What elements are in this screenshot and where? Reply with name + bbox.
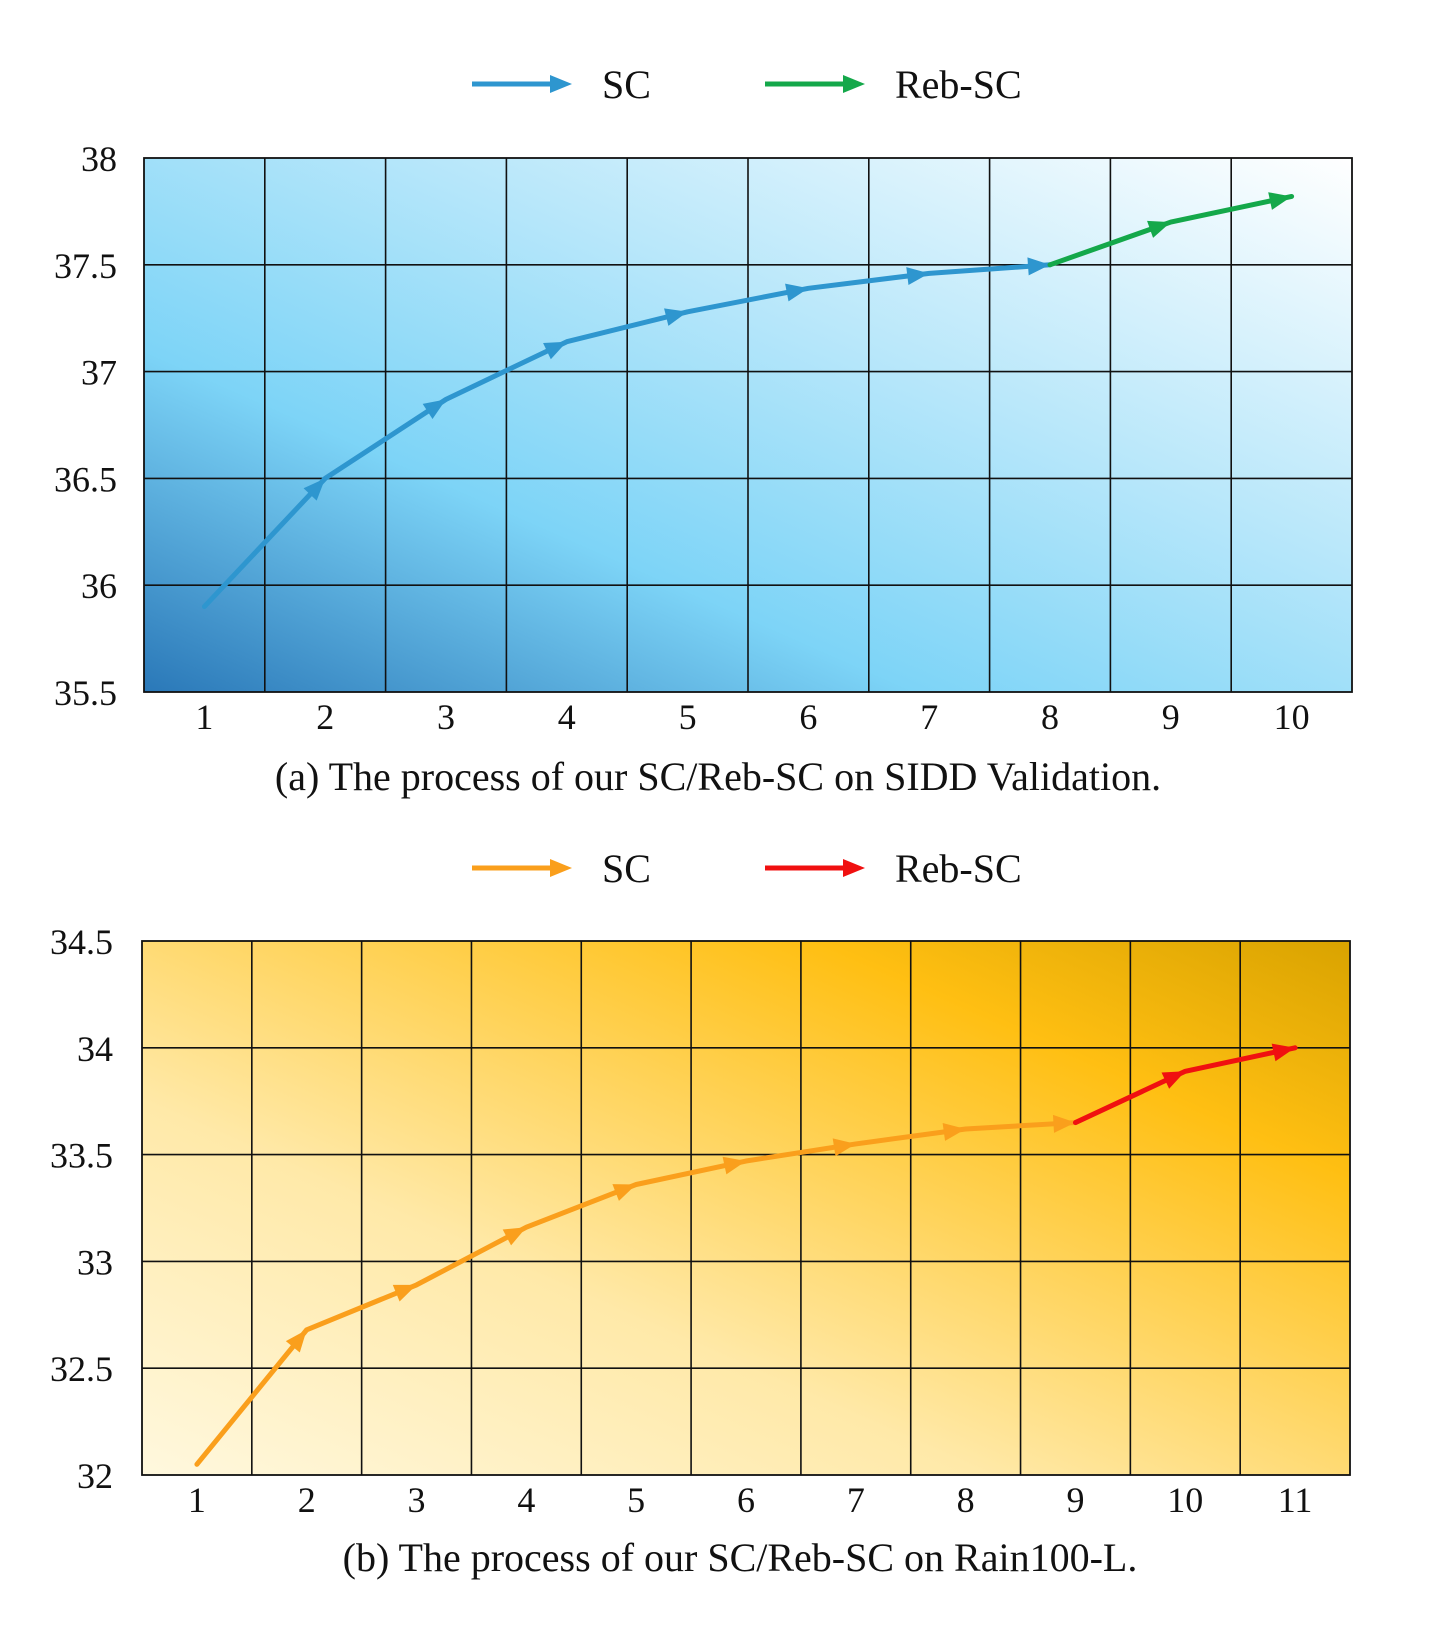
x-tick-label: 7 xyxy=(847,1480,865,1520)
legend-label-sc: SC xyxy=(602,62,651,107)
plot-border-a xyxy=(143,157,1353,693)
legend-arrow-icon xyxy=(843,859,865,877)
legend-arrow-icon xyxy=(550,75,572,93)
data-point-arrow xyxy=(543,341,567,360)
data-point-arrow xyxy=(664,308,688,326)
data-point-arrow xyxy=(502,1227,527,1246)
caption-a: (a) The process of our SC/Reb-SC on SIDD… xyxy=(275,754,1161,799)
legend-label-sc: SC xyxy=(602,846,651,891)
y-tick-label: 32.5 xyxy=(50,1349,113,1389)
legend-arrow-icon xyxy=(843,75,865,93)
legend-label-reb-sc: Reb-SC xyxy=(895,62,1022,107)
x-tick-label: 4 xyxy=(517,1480,535,1520)
x-tick-label: 11 xyxy=(1278,1480,1313,1520)
data-point-arrow xyxy=(303,478,326,501)
plot-area-b xyxy=(142,941,1350,1475)
data-point-arrow xyxy=(942,1123,966,1141)
x-tick-label: 6 xyxy=(799,697,817,737)
y-tick-label: 34.5 xyxy=(50,922,113,962)
y-tick-label: 33 xyxy=(77,1242,113,1282)
data-point-arrow xyxy=(832,1138,856,1157)
data-point-arrow xyxy=(1027,257,1050,276)
x-tick-label: 10 xyxy=(1274,697,1310,737)
panel-a: 35.5 36 36.5 37 37.5 38 1 2 3 4 5 6 7 8 9 10 SC Reb-SC (a)… xyxy=(54,62,1353,799)
data-point-arrow xyxy=(612,1184,637,1201)
plot-border-b xyxy=(141,940,1351,1476)
x-tick-label: 8 xyxy=(957,1480,975,1520)
data-point-arrow xyxy=(785,283,809,302)
x-tick-label: 4 xyxy=(558,697,576,737)
y-tick-label: 34 xyxy=(77,1029,113,1069)
y-tick-label: 32 xyxy=(77,1456,113,1496)
x-tick-label: 10 xyxy=(1167,1480,1203,1520)
x-tick-label: 3 xyxy=(437,697,455,737)
data-point-arrow xyxy=(422,399,446,419)
x-tick-label: 5 xyxy=(627,1480,645,1520)
x-tick-label: 2 xyxy=(316,697,334,737)
data-point-arrow xyxy=(722,1156,746,1175)
data-point-arrow xyxy=(1052,1114,1076,1133)
x-tick-label: 5 xyxy=(679,697,697,737)
data-point-arrow xyxy=(1161,1071,1186,1089)
y-tick-label: 37 xyxy=(81,353,117,393)
x-tick-label: 1 xyxy=(195,697,213,737)
x-tick-label: 9 xyxy=(1066,1480,1084,1520)
data-point-arrow xyxy=(1147,220,1171,238)
caption-b: (b) The process of our SC/Reb-SC on Rain… xyxy=(343,1535,1138,1580)
y-tick-label: 36 xyxy=(81,566,117,606)
y-tick-label: 35.5 xyxy=(54,673,117,713)
x-tick-label: 7 xyxy=(920,697,938,737)
data-point-arrow xyxy=(1271,1043,1296,1062)
y-tick-label: 33.5 xyxy=(50,1136,113,1176)
legend-arrow-icon xyxy=(550,859,572,877)
x-tick-label: 2 xyxy=(298,1480,316,1520)
data-point-arrow xyxy=(285,1329,307,1353)
x-tick-label: 6 xyxy=(737,1480,755,1520)
x-tick-label: 9 xyxy=(1162,697,1180,737)
data-point-arrow xyxy=(392,1284,417,1302)
legend-label-reb-sc: Reb-SC xyxy=(895,846,1022,891)
x-tick-label: 1 xyxy=(188,1480,206,1520)
y-tick-label: 38 xyxy=(81,139,117,179)
x-tick-label: 8 xyxy=(1041,697,1059,737)
data-point-arrow xyxy=(906,267,930,285)
y-tick-label: 36.5 xyxy=(54,459,117,499)
y-tick-label: 37.5 xyxy=(54,246,117,286)
data-point-arrow xyxy=(1268,192,1292,210)
x-tick-label: 3 xyxy=(408,1480,426,1520)
